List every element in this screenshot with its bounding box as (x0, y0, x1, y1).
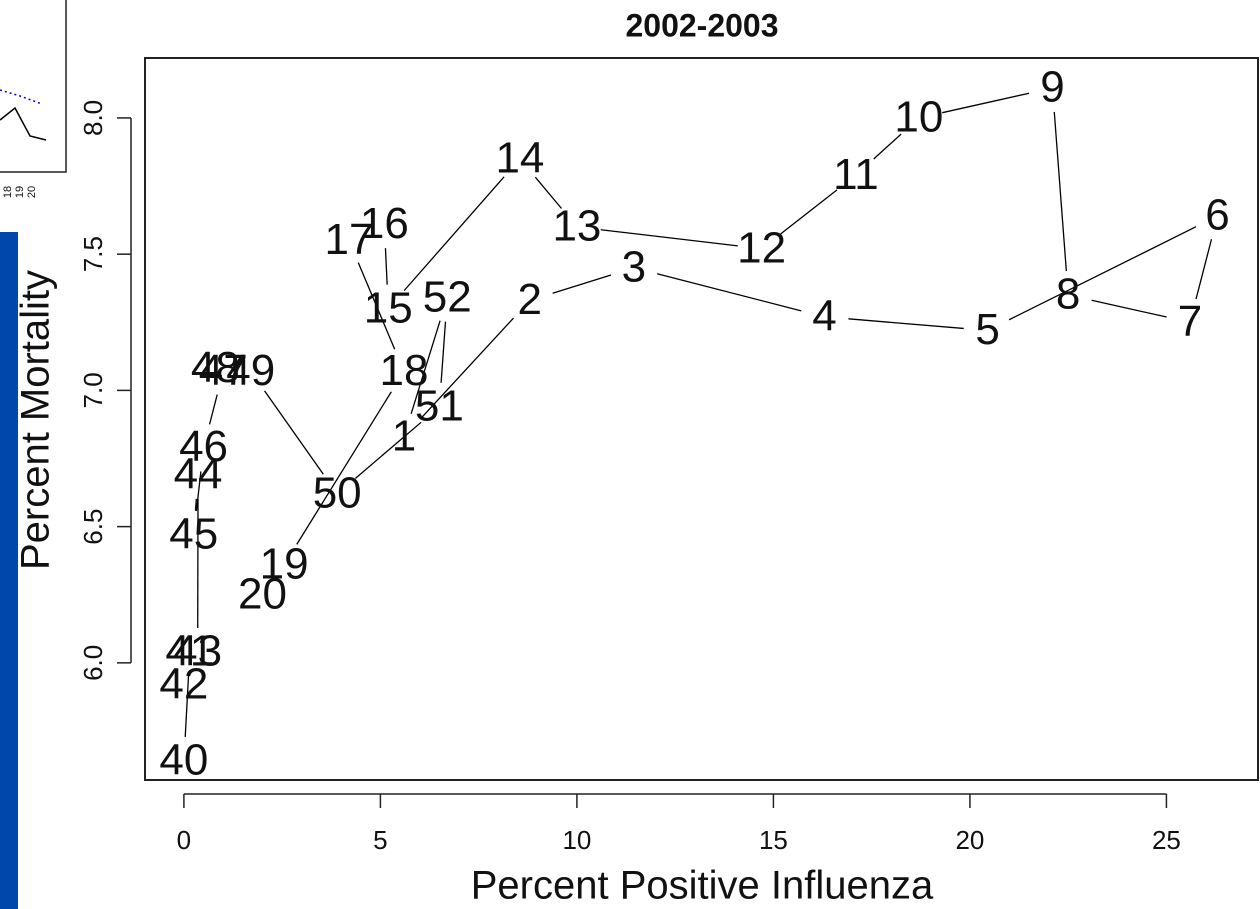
point-label: 18 (380, 346, 429, 395)
point-label: 2 (518, 275, 542, 324)
point-label: 5 (975, 305, 999, 354)
point-label: 14 (495, 133, 544, 182)
point-label: 19 (260, 539, 309, 588)
connector (195, 471, 202, 512)
connector (656, 273, 802, 312)
point-label: 43 (173, 627, 222, 676)
connector (1053, 111, 1068, 272)
point-label: 4 (812, 291, 836, 340)
point-label: 48 (191, 343, 240, 392)
point-label: 9 (1040, 63, 1064, 112)
x-tick-label: 10 (562, 825, 591, 855)
connector (403, 176, 505, 292)
x-tick-label: 25 (1152, 825, 1181, 855)
point-label: 20 (238, 569, 287, 618)
y-tick-label: 7.5 (78, 236, 108, 272)
connector (419, 317, 514, 420)
connector (1008, 226, 1197, 321)
point-label: 11 (833, 150, 879, 199)
y-axis-title: Percent Mortality (14, 270, 58, 570)
inset-line (0, 106, 47, 141)
point-label: 10 (894, 93, 943, 142)
point-label: 51 (415, 381, 464, 430)
point-label: 3 (622, 242, 646, 291)
x-tick-label: 0 (177, 825, 191, 855)
y-tick-label: 7.0 (78, 372, 108, 408)
connector (600, 229, 738, 247)
point-label: 13 (552, 202, 601, 251)
connector (384, 248, 388, 285)
point-label: 7 (1178, 297, 1202, 346)
point-label: 17 (324, 215, 373, 264)
connector (552, 274, 612, 294)
inset-frame (0, 0, 67, 173)
point-label: 15 (364, 283, 413, 332)
y-tick-label: 8.0 (78, 100, 108, 136)
point-label: 47 (199, 346, 248, 395)
y-tick-label: 6.0 (78, 645, 108, 681)
point-label: 41 (165, 627, 214, 676)
inset-tick-label: 19 (14, 186, 26, 198)
connector (848, 318, 964, 330)
inset-dotted-line (0, 89, 43, 105)
connector (534, 176, 563, 209)
x-tick-label: 15 (759, 825, 788, 855)
connector (355, 421, 422, 479)
connector (184, 675, 190, 737)
chart-title: 2002-2003 (625, 7, 778, 43)
connector (942, 92, 1030, 114)
connector (264, 390, 324, 475)
connector (873, 133, 902, 160)
connector (357, 262, 396, 350)
point-label: 40 (159, 736, 208, 785)
connector (194, 498, 197, 511)
inset-tick-label: 18 (2, 186, 14, 198)
point-label: 16 (360, 199, 409, 248)
connector (1195, 239, 1213, 300)
x-axis-title: Percent Positive Influenza (471, 864, 934, 908)
point-label: 12 (737, 223, 786, 272)
point-label: 45 (169, 509, 218, 558)
point-label: 52 (423, 272, 472, 321)
x-tick-label: 20 (955, 825, 984, 855)
point-label: 46 (179, 422, 228, 471)
point-label: 1 (392, 411, 416, 460)
point-label: 44 (174, 449, 223, 498)
connector (296, 391, 392, 545)
point-label: 50 (313, 469, 362, 518)
connector (410, 320, 441, 414)
point-label: 8 (1056, 270, 1080, 319)
y-tick-label: 6.5 (78, 509, 108, 545)
side-bar (0, 232, 18, 909)
connector (440, 321, 447, 383)
plot-frame (144, 57, 1259, 781)
connector (1091, 299, 1167, 318)
inset-tick-label: 20 (26, 186, 38, 198)
connector (208, 394, 218, 425)
x-tick-label: 5 (373, 825, 387, 855)
point-label: 42 (159, 659, 208, 708)
point-label: 6 (1205, 191, 1229, 240)
point-label: 49 (226, 346, 275, 395)
connector (780, 189, 838, 235)
